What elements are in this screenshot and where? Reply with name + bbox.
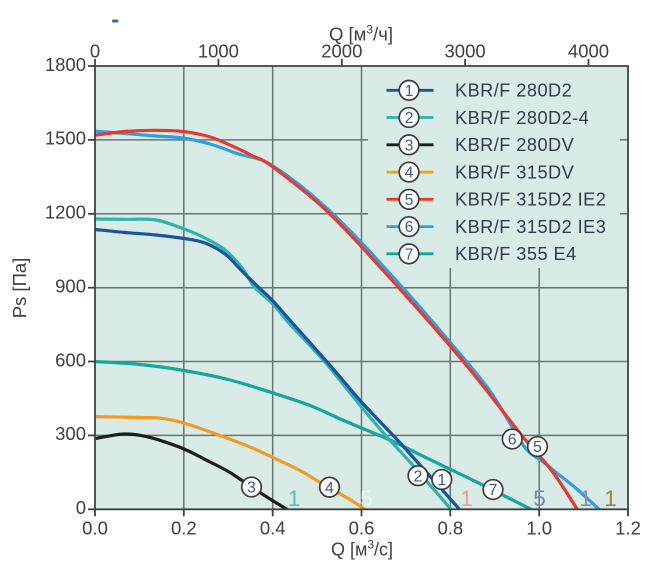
svg-text:0.2: 0.2	[171, 517, 197, 538]
svg-text:1: 1	[579, 486, 592, 511]
svg-text:1200: 1200	[45, 202, 86, 223]
svg-text:0: 0	[76, 497, 86, 518]
svg-text:2000: 2000	[321, 41, 362, 62]
svg-text:0.8: 0.8	[437, 517, 463, 538]
svg-text:KBR/F 315D2 IE2: KBR/F 315D2 IE2	[455, 190, 606, 210]
svg-text:3: 3	[405, 137, 414, 154]
svg-text:4: 4	[325, 480, 334, 497]
svg-text:3: 3	[247, 480, 256, 497]
svg-text:1: 1	[437, 472, 446, 489]
svg-text:KBR/F 315D2 IE3: KBR/F 315D2 IE3	[455, 217, 606, 237]
svg-text:7: 7	[405, 246, 414, 263]
svg-text:1: 1	[460, 486, 473, 511]
svg-text:6: 6	[405, 219, 414, 236]
svg-text:Ps [Па]: Ps [Па]	[9, 258, 30, 319]
svg-text:7: 7	[489, 482, 498, 499]
svg-text:Q [м3/с]: Q [м3/с]	[331, 538, 393, 560]
svg-text:2: 2	[405, 110, 414, 127]
svg-text:4: 4	[405, 165, 414, 182]
svg-text:0.0: 0.0	[82, 517, 108, 538]
svg-text:4000: 4000	[568, 41, 609, 62]
svg-text:900: 900	[55, 276, 86, 297]
svg-text:0: 0	[90, 41, 100, 62]
svg-text:1: 1	[288, 486, 301, 511]
svg-text:6: 6	[508, 432, 517, 449]
svg-text:300: 300	[55, 423, 86, 444]
svg-text:5: 5	[405, 192, 414, 209]
svg-text:5: 5	[533, 486, 546, 511]
svg-text:600: 600	[55, 349, 86, 370]
svg-text:KBR/F 315DV: KBR/F 315DV	[455, 163, 575, 183]
svg-text:2: 2	[414, 468, 423, 485]
svg-text:0.4: 0.4	[260, 517, 286, 538]
svg-text:5: 5	[360, 486, 373, 511]
svg-text:KBR/F 280D2: KBR/F 280D2	[455, 81, 572, 101]
svg-text:KBR/F 355 E4: KBR/F 355 E4	[455, 244, 577, 264]
svg-text:KBR/F 280D2-4: KBR/F 280D2-4	[455, 108, 589, 128]
svg-text:1500: 1500	[45, 128, 86, 149]
svg-text:Q [м3/ч]: Q [м3/ч]	[329, 23, 393, 45]
svg-text:0.6: 0.6	[349, 517, 375, 538]
svg-text:1: 1	[604, 486, 617, 511]
svg-text:1.0: 1.0	[526, 517, 552, 538]
svg-text:1.2: 1.2	[615, 517, 641, 538]
svg-text:1000: 1000	[198, 41, 239, 62]
svg-text:KBR/F 280DV: KBR/F 280DV	[455, 135, 575, 155]
svg-text:1800: 1800	[45, 54, 86, 75]
svg-text:5: 5	[533, 439, 542, 456]
svg-text:3000: 3000	[445, 41, 486, 62]
svg-text:1: 1	[405, 83, 414, 100]
